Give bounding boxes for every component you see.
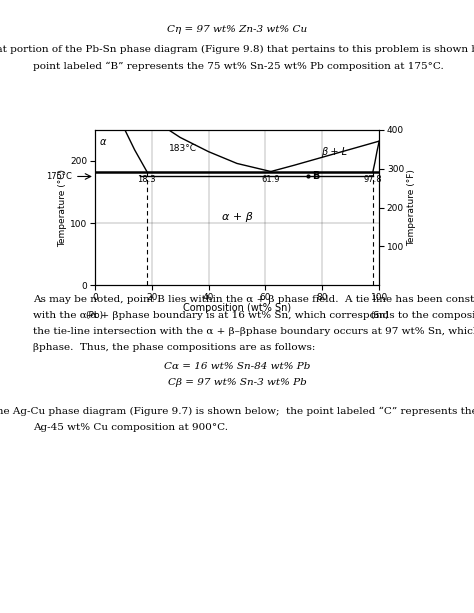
Text: Cα = 16 wt% Sn-84 wt% Pb: Cα = 16 wt% Sn-84 wt% Pb <box>164 362 310 371</box>
Text: 97.8: 97.8 <box>364 175 382 185</box>
Text: (Sn): (Sn) <box>370 311 389 320</box>
Text: point labeled “B” represents the 75 wt% Sn-25 wt% Pb composition at 175°C.: point labeled “B” represents the 75 wt% … <box>33 61 444 70</box>
Text: (c)  The Ag-Cu phase diagram (Figure 9.7) is shown below;  the point labeled “C”: (c) The Ag-Cu phase diagram (Figure 9.7)… <box>0 407 474 416</box>
Text: 61.9: 61.9 <box>262 175 280 185</box>
Text: α: α <box>100 137 107 148</box>
Text: 175°C: 175°C <box>46 172 72 181</box>
Text: βphase.  Thus, the phase compositions are as follows:: βphase. Thus, the phase compositions are… <box>33 343 316 352</box>
Text: Cη = 97 wt% Zn-3 wt% Cu: Cη = 97 wt% Zn-3 wt% Cu <box>167 25 307 34</box>
Text: β + L: β + L <box>321 147 346 157</box>
X-axis label: Composition (wt% Sn): Composition (wt% Sn) <box>183 303 291 313</box>
Text: 183°C: 183°C <box>169 144 197 153</box>
Text: B: B <box>312 172 320 181</box>
Text: the tie-line intersection with the α + β–βphase boundary occurs at 97 wt% Sn, wh: the tie-line intersection with the α + β… <box>33 327 474 337</box>
Text: α + β: α + β <box>221 212 253 222</box>
Text: (b)  That portion of the Pb-Sn phase diagram (Figure 9.8) that pertains to this : (b) That portion of the Pb-Sn phase diag… <box>0 45 474 54</box>
Y-axis label: Temperature (°C): Temperature (°C) <box>58 169 67 246</box>
Text: with the α-α + βphase boundary is at 16 wt% Sn, which corresponds to the composi: with the α-α + βphase boundary is at 16 … <box>33 311 474 321</box>
Y-axis label: Temperature (°F): Temperature (°F) <box>407 169 416 246</box>
Text: Cβ = 97 wt% Sn-3 wt% Pb: Cβ = 97 wt% Sn-3 wt% Pb <box>168 378 306 387</box>
Text: 18.3: 18.3 <box>137 175 156 185</box>
Text: Ag-45 wt% Cu composition at 900°C.: Ag-45 wt% Cu composition at 900°C. <box>33 423 228 432</box>
Text: (Pb): (Pb) <box>86 311 104 320</box>
Text: As may be noted, point B lies within the α + β phase field.  A tie line has been: As may be noted, point B lies within the… <box>33 295 474 305</box>
